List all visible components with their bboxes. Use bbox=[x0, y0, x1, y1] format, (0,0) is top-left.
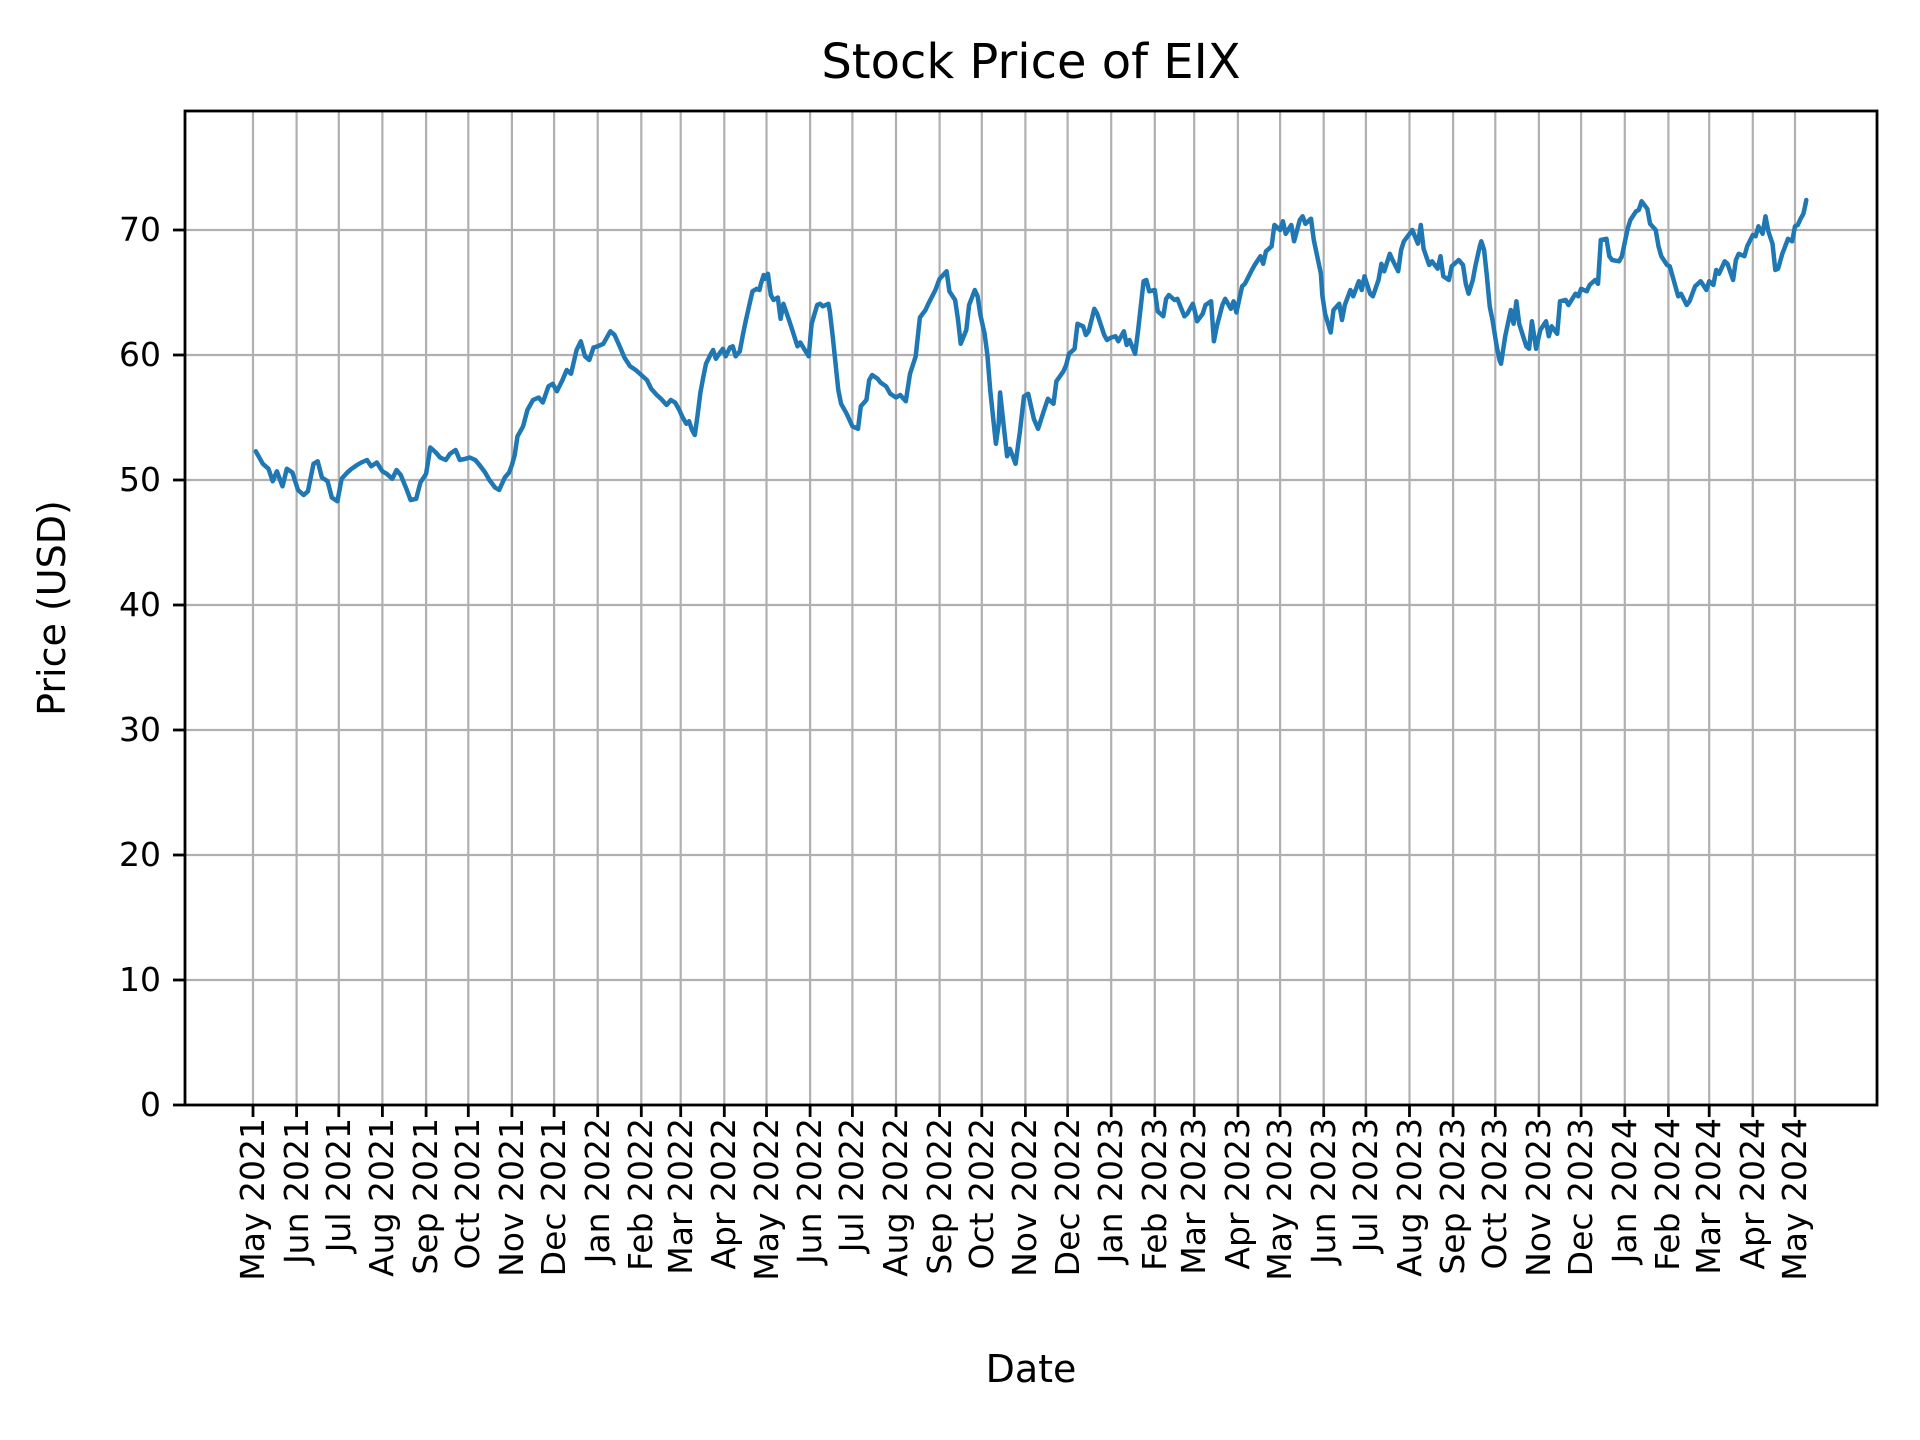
price-line-series bbox=[253, 197, 1809, 504]
x-tick-label: Nov 2022 bbox=[1005, 1118, 1045, 1277]
y-tick-label: 50 bbox=[119, 460, 161, 499]
plot-border bbox=[183, 109, 1879, 1107]
y-tick-label: 10 bbox=[119, 960, 161, 999]
x-axis-label: Date bbox=[985, 1347, 1077, 1391]
x-tick-label: Jan 2023 bbox=[1091, 1118, 1131, 1264]
x-tick-label: Dec 2023 bbox=[1561, 1118, 1601, 1277]
x-tick-label: Jul 2022 bbox=[832, 1118, 872, 1253]
y-tick-label: 70 bbox=[119, 210, 161, 249]
x-tick-label: Aug 2021 bbox=[362, 1118, 402, 1277]
x-tick-label: Jun 2022 bbox=[790, 1118, 830, 1265]
x-tick-label: May 2021 bbox=[233, 1118, 272, 1281]
x-tick-label: Dec 2022 bbox=[1047, 1118, 1087, 1277]
x-tick-label: Mar 2024 bbox=[1689, 1118, 1729, 1275]
x-tick-label: Jun 2023 bbox=[1303, 1118, 1343, 1265]
x-tick-label: May 2024 bbox=[1775, 1118, 1814, 1281]
x-tick-label: Jul 2023 bbox=[1345, 1118, 1385, 1253]
y-tick-label: 0 bbox=[140, 1085, 161, 1124]
y-tick-label: 20 bbox=[119, 835, 161, 874]
x-tick-label: Jun 2021 bbox=[276, 1118, 316, 1265]
x-tick-label: Jan 2022 bbox=[577, 1118, 617, 1264]
x-tick-label: Mar 2023 bbox=[1174, 1118, 1214, 1275]
x-tick-label: Apr 2022 bbox=[704, 1118, 744, 1270]
x-tick-label: Apr 2024 bbox=[1732, 1118, 1772, 1270]
y-tick-label: 30 bbox=[119, 710, 161, 749]
x-tick-label: Sep 2023 bbox=[1433, 1118, 1473, 1275]
y-tick-label: 40 bbox=[119, 585, 161, 624]
x-tick-label: Feb 2022 bbox=[621, 1118, 661, 1271]
x-tick-label: Nov 2021 bbox=[491, 1118, 531, 1277]
chart-title: Stock Price of EIX bbox=[821, 34, 1241, 90]
x-tick-label: Aug 2022 bbox=[875, 1118, 915, 1277]
x-tick-label: Mar 2022 bbox=[660, 1118, 700, 1275]
x-tick-label: Oct 2023 bbox=[1475, 1118, 1515, 1270]
x-tick-label: Jan 2024 bbox=[1604, 1118, 1644, 1264]
x-tick-label: Oct 2022 bbox=[961, 1118, 1001, 1270]
x-tick-label: Apr 2023 bbox=[1217, 1118, 1257, 1270]
y-tick-label: 60 bbox=[119, 335, 161, 374]
x-tick-label: Dec 2021 bbox=[534, 1118, 574, 1277]
x-tick-label: Feb 2023 bbox=[1134, 1118, 1174, 1271]
x-tick-label: May 2022 bbox=[746, 1118, 786, 1281]
x-tick-label: Aug 2023 bbox=[1389, 1118, 1429, 1277]
x-tick-label: Sep 2021 bbox=[406, 1118, 446, 1275]
x-tick-label: Sep 2022 bbox=[919, 1118, 959, 1275]
x-tick-label: Jul 2021 bbox=[318, 1118, 358, 1253]
x-tick-label: Nov 2023 bbox=[1518, 1118, 1558, 1277]
x-tick-label: Feb 2024 bbox=[1648, 1118, 1688, 1271]
x-tick-label: May 2023 bbox=[1260, 1118, 1300, 1281]
x-tick-label: Oct 2021 bbox=[448, 1118, 488, 1270]
